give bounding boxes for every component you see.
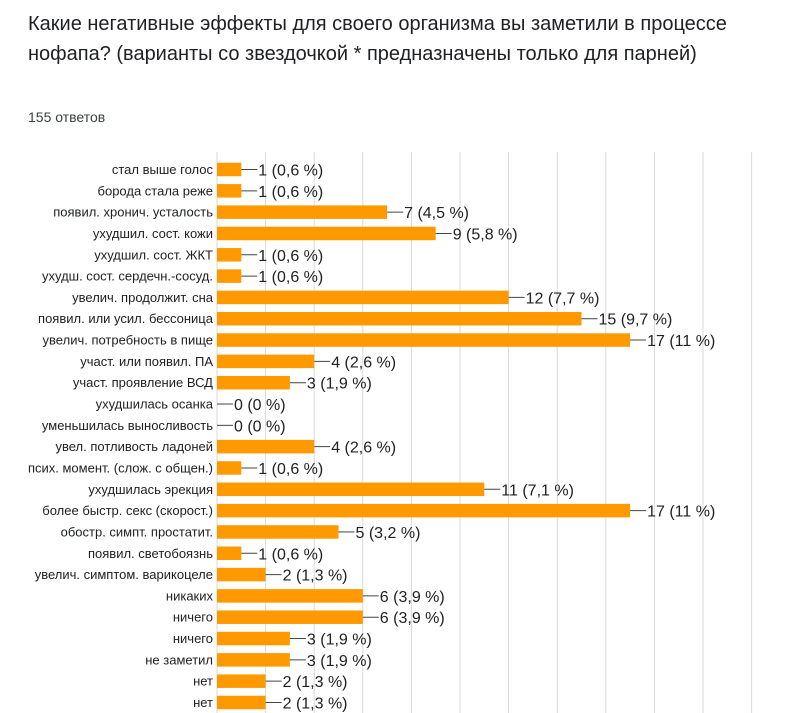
bar — [217, 205, 388, 219]
bar — [217, 375, 290, 390]
response-count: 155 ответов — [28, 109, 106, 125]
category-label: ничего — [173, 610, 213, 625]
bar — [217, 248, 242, 262]
category-label: нет — [193, 695, 213, 710]
data-label: 17 (11 %) — [647, 333, 715, 350]
bar — [217, 589, 363, 603]
data-label: 1 (0,6 %) — [258, 248, 323, 265]
category-label: участ. или появил. ПА — [80, 354, 213, 369]
data-label: 2 (1,3 %) — [283, 696, 348, 713]
category-label: увелич. продолжит. сна — [72, 290, 214, 305]
bar — [217, 503, 631, 518]
bar — [217, 333, 631, 347]
category-label: нет — [193, 674, 213, 689]
category-label: стал выше голос — [112, 162, 214, 177]
bar — [217, 653, 290, 667]
bar — [217, 184, 242, 198]
data-label: 12 (7,7 %) — [526, 290, 600, 307]
category-label: ухудшилась осанка — [96, 397, 214, 412]
data-label: 1 (0,6 %) — [258, 546, 323, 563]
bar — [217, 482, 485, 497]
data-label: 3 (1,9 %) — [307, 653, 372, 670]
bar — [217, 674, 266, 688]
data-label: 1 (0,6 %) — [258, 461, 323, 478]
category-label: ухудшил. сост. ЖКТ — [94, 247, 213, 262]
category-label: уменьшилась выносливость — [42, 418, 213, 433]
bar — [217, 567, 266, 582]
category-label: увелич. симптом. варикоцеле — [35, 567, 213, 582]
bar — [217, 439, 315, 454]
data-label: 7 (4,5 %) — [404, 205, 469, 222]
bar — [217, 695, 266, 710]
bar — [217, 631, 290, 646]
category-label: увел. потливость ладоней — [56, 439, 214, 454]
data-label: 2 (1,3 %) — [283, 568, 348, 585]
data-label: 0 (0 %) — [234, 397, 286, 414]
bar — [217, 226, 436, 241]
bar — [217, 354, 315, 369]
data-label: 2 (1,3 %) — [283, 674, 348, 691]
category-label: ухудш. сост. сердечн.-сосуд. — [42, 269, 213, 284]
data-label: 5 (3,2 %) — [356, 525, 421, 542]
data-label: 17 (11 %) — [647, 504, 715, 521]
bar — [217, 546, 242, 561]
category-label: появил. светобоязнь — [88, 546, 213, 561]
data-label: 11 (7,1 %) — [501, 482, 574, 499]
data-label: 4 (2,6 %) — [331, 354, 396, 371]
bar — [217, 290, 509, 305]
category-label: увелич. потребность в пище — [43, 333, 213, 348]
bar — [217, 162, 242, 177]
bar — [217, 311, 582, 326]
bar — [217, 461, 242, 475]
category-label: не заметил — [145, 652, 213, 667]
data-label: 6 (3,9 %) — [380, 589, 445, 606]
data-label: 15 (9,7 %) — [599, 312, 673, 329]
category-label: участ. проявление ВСД — [73, 375, 213, 390]
data-label: 9 (5,8 %) — [453, 226, 518, 243]
data-label: 4 (2,6 %) — [331, 440, 396, 457]
category-label: никаких — [166, 588, 214, 603]
category-label: более быстр. секс (скорост.) — [42, 503, 213, 518]
category-label: ухудшилась эрекция — [88, 482, 213, 497]
category-label: борода стала реже — [98, 183, 213, 198]
data-label: 1 (0,6 %) — [258, 184, 323, 201]
category-label: обостр. симпт. простатит. — [61, 524, 213, 539]
category-label: появил. хронич. усталость — [53, 205, 213, 220]
data-label: 0 (0 %) — [234, 418, 286, 435]
bar — [217, 525, 339, 539]
data-label: 1 (0,6 %) — [258, 163, 323, 180]
data-label: 1 (0,6 %) — [258, 269, 323, 286]
question-title: Какие негативные эффекты для своего орга… — [28, 13, 727, 65]
category-label: ничего — [173, 631, 213, 646]
bar — [217, 269, 242, 283]
data-label: 3 (1,9 %) — [307, 376, 372, 393]
data-label: 6 (3,9 %) — [380, 610, 445, 627]
bar — [217, 610, 363, 624]
category-label: псих. момент. (слож. с общен.) — [28, 460, 213, 475]
category-label: ухудшил. сост. кожи — [93, 226, 213, 241]
category-label: появил. или усил. бессоница — [38, 311, 214, 326]
data-label: 3 (1,9 %) — [307, 632, 372, 649]
